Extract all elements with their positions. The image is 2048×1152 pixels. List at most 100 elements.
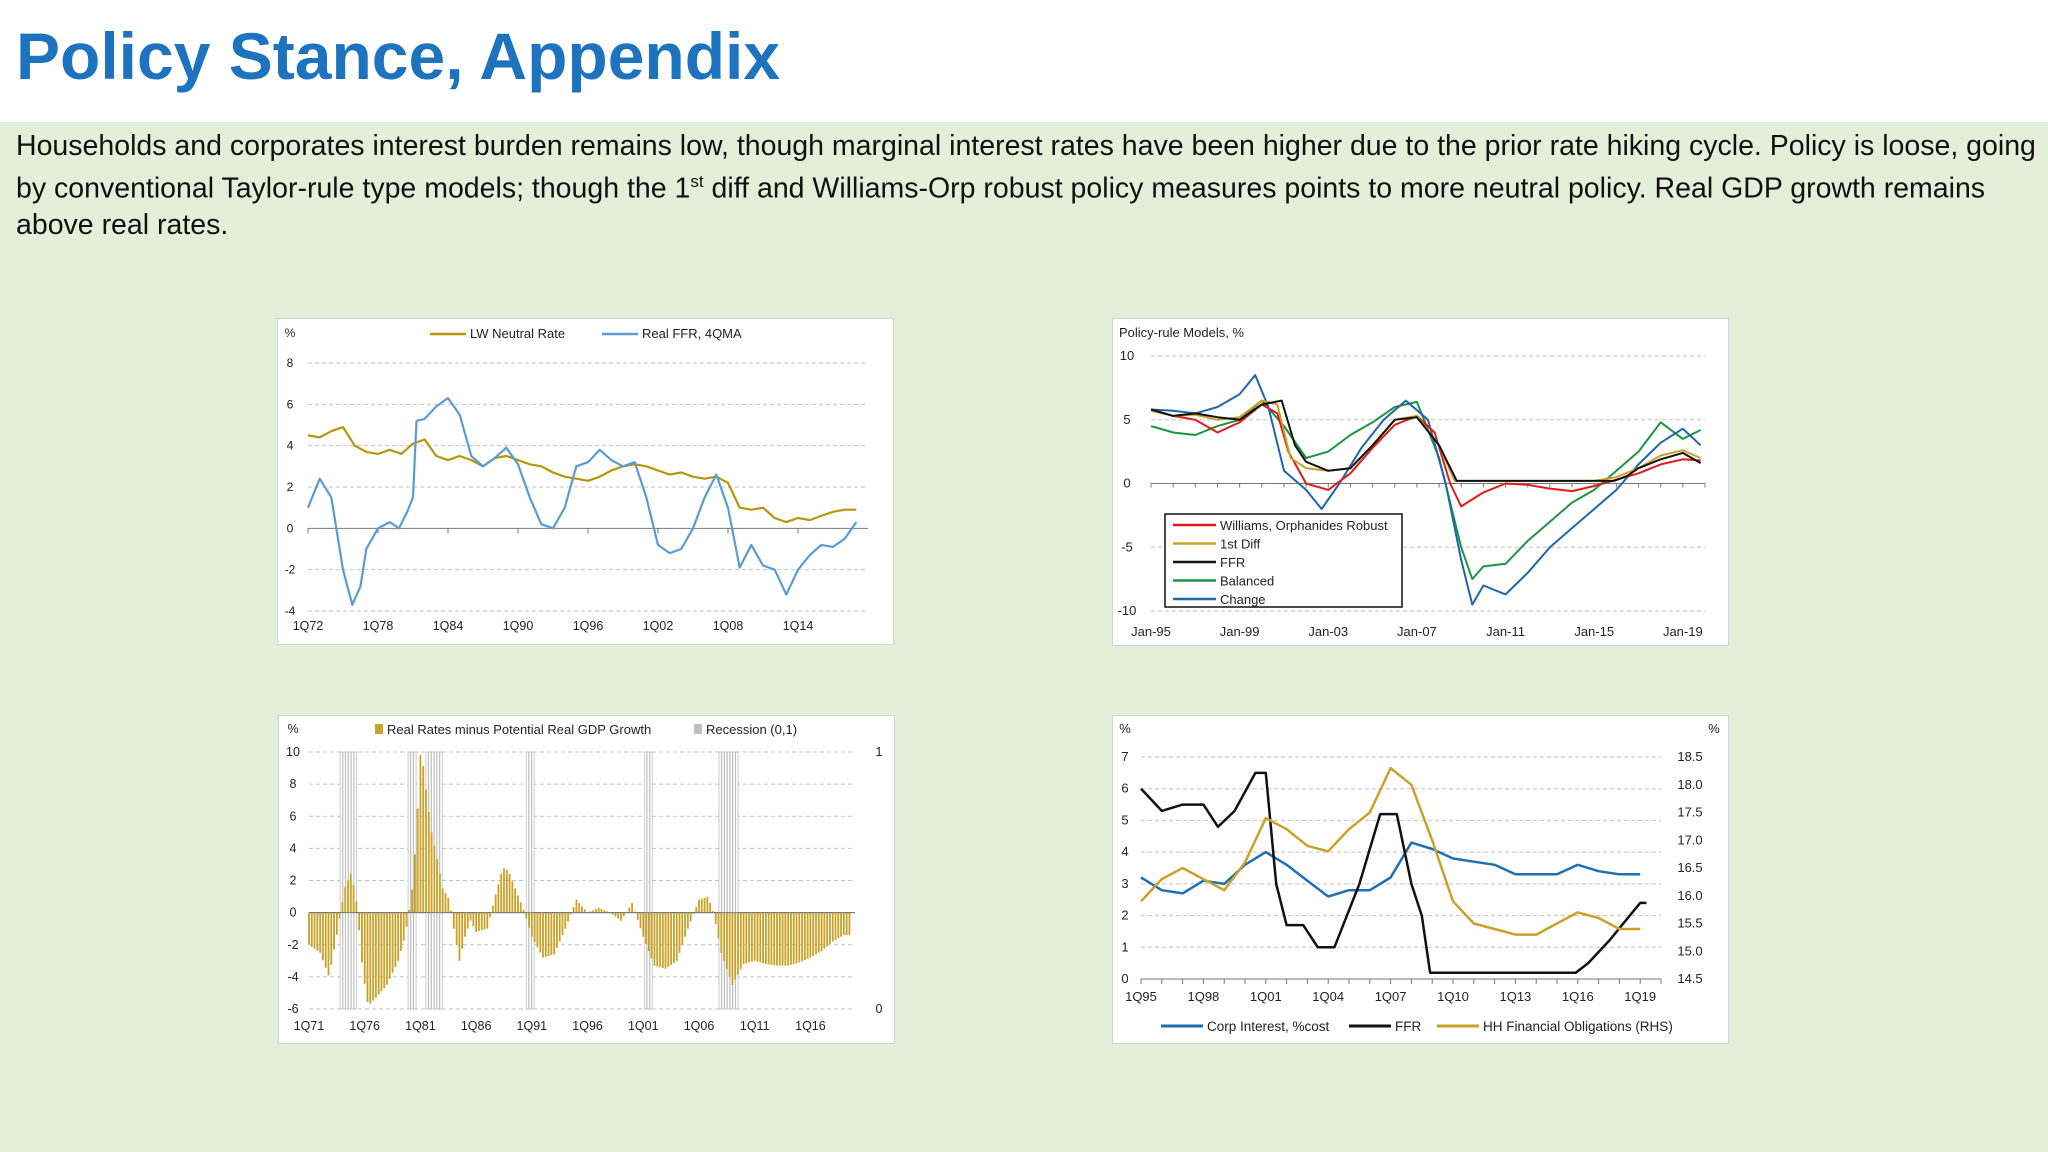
y2-tick-label: 17.0 (1677, 832, 1702, 847)
real-rate-gap-bar (742, 912, 745, 965)
chart-title: Policy-rule Models, % (1119, 325, 1244, 340)
real-rate-gap-bar (556, 912, 558, 948)
real-rate-gap-bar (725, 912, 728, 969)
y-tick-label: 6 (1121, 781, 1128, 796)
real-rate-gap-bar (358, 912, 361, 931)
real-rate-gap-bar (505, 869, 508, 913)
real-rate-gap-bar (720, 912, 723, 953)
legend-label: HH Financial Obligations (RHS) (1483, 1019, 1673, 1034)
real-rate-gap-bar (397, 912, 400, 961)
recession-bar (649, 751, 653, 1010)
real-rate-gap-bar (723, 912, 725, 961)
real-rate-gap-bar (656, 912, 659, 967)
real-rate-gap-bar (820, 912, 823, 952)
y2-tick-label: 17.5 (1677, 805, 1702, 820)
real-rate-gap-bar (709, 902, 712, 913)
real-rate-gap-bar (469, 912, 472, 921)
legend-label: Change (1220, 592, 1266, 607)
real-rate-gap-bar (670, 912, 673, 965)
real-rate-gap-bar (489, 912, 491, 918)
real-rate-gap-bar (631, 902, 634, 913)
real-rate-gap-bar (355, 901, 358, 913)
real-rate-gap-bar (583, 909, 586, 913)
recession-bar (718, 751, 722, 1010)
real-rate-gap-bar (366, 912, 369, 1003)
series-line-lw-neutral-rate (307, 425, 857, 524)
recession-bar (407, 751, 411, 1010)
x-tick-label: 1Q84 (433, 619, 464, 633)
real-rate-gap-bar (620, 912, 622, 921)
x-tick-label: 1Q11 (740, 1019, 770, 1033)
recession-bar (735, 751, 739, 1010)
real-rate-gap-bar (809, 912, 812, 958)
real-rate-gap-bar (525, 912, 528, 919)
real-rate-gap-bar (567, 912, 569, 922)
legend-swatch (375, 724, 383, 734)
real-rate-gap-bar (659, 912, 661, 968)
real-rate-gap-bar (826, 912, 829, 947)
x-tick-label: 1Q90 (503, 619, 534, 633)
real-rate-gap-bar (706, 896, 709, 913)
real-rate-gap-bar (349, 873, 352, 913)
y-tick-label: 7 (1121, 749, 1128, 764)
y-tick-label: -4 (287, 970, 298, 984)
real-rate-gap-bar (748, 912, 751, 963)
real-rate-gap-bar (539, 912, 542, 953)
x-tick-label: Jan-99 (1220, 624, 1260, 639)
real-rate-gap-bar (497, 884, 500, 913)
real-rate-gap-bar (581, 906, 583, 913)
real-rate-gap-bar (781, 912, 784, 966)
real-rate-gap-bar (840, 912, 842, 937)
y2-tick-label: 14.5 (1677, 971, 1702, 986)
real-rate-gap-bar (511, 881, 514, 913)
x-tick-label: Jan-11 (1486, 624, 1525, 639)
x-tick-label: 1Q04 (1312, 989, 1344, 1004)
y-tick-label: 0 (290, 906, 297, 920)
real-rate-gap-bar (313, 912, 316, 949)
real-rate-gap-bar (650, 912, 653, 959)
real-rate-gap-bar (416, 808, 419, 913)
recession-bar (525, 751, 529, 1010)
y-tick-label: 10 (286, 745, 300, 759)
x-tick-label: 1Q01 (1250, 989, 1282, 1004)
real-rate-gap-bar (787, 912, 790, 966)
summary-text-part-1: Households and corporates interest burde… (16, 130, 2036, 205)
summary-text-part-2: diff and Williams-Orp robust policy meas… (16, 172, 1986, 241)
real-rate-gap-bar (464, 912, 466, 937)
y2-tick-label: 0 (876, 1002, 883, 1016)
y-tick-label: 0 (287, 521, 294, 535)
real-rate-gap-bar (472, 912, 475, 927)
real-rate-gap-bar (486, 912, 489, 929)
real-rate-gap-bar (689, 912, 692, 922)
real-rate-gap-bar (433, 845, 436, 913)
real-rate-gap-bar (347, 880, 349, 913)
real-rate-gap-bar (422, 765, 425, 913)
real-rate-gap-bar (491, 905, 494, 913)
y2-tick-label: 18.0 (1677, 777, 1702, 792)
real-rate-gap-bar (386, 912, 388, 985)
y-tick-label: 4 (1121, 844, 1128, 859)
real-rate-gap-bar (338, 912, 341, 919)
x-tick-label: 1Q06 (684, 1019, 715, 1033)
legend-label: Real Rates minus Potential Real GDP Grow… (387, 722, 651, 737)
real-rate-gap-bar (595, 909, 597, 913)
real-rate-gap-bar (572, 907, 575, 913)
real-rate-gap-bar (681, 912, 684, 945)
x-tick-label: 1Q10 (1437, 989, 1469, 1004)
real-rate-gap-bar (597, 907, 600, 913)
real-rate-gap-bar (508, 873, 511, 913)
y-tick-label: 0 (1121, 971, 1128, 986)
legend-label: Real FFR, 4QMA (642, 326, 742, 341)
y-tick-label: 6 (287, 397, 294, 411)
real-rate-gap-bar (739, 912, 742, 970)
x-tick-label: 1Q19 (1624, 989, 1656, 1004)
real-rate-gap-bar (411, 889, 413, 913)
y-tick-label: -2 (285, 563, 296, 577)
y-axis-unit: % (1119, 721, 1131, 736)
legend-box (1164, 513, 1403, 608)
y-tick-label: 5 (1123, 412, 1130, 427)
real-rate-gap-bar (603, 910, 606, 913)
real-rate-gap-bar (452, 912, 455, 929)
series-line-real-ffr-4qma (306, 396, 858, 606)
y-tick-label: 8 (290, 777, 297, 791)
